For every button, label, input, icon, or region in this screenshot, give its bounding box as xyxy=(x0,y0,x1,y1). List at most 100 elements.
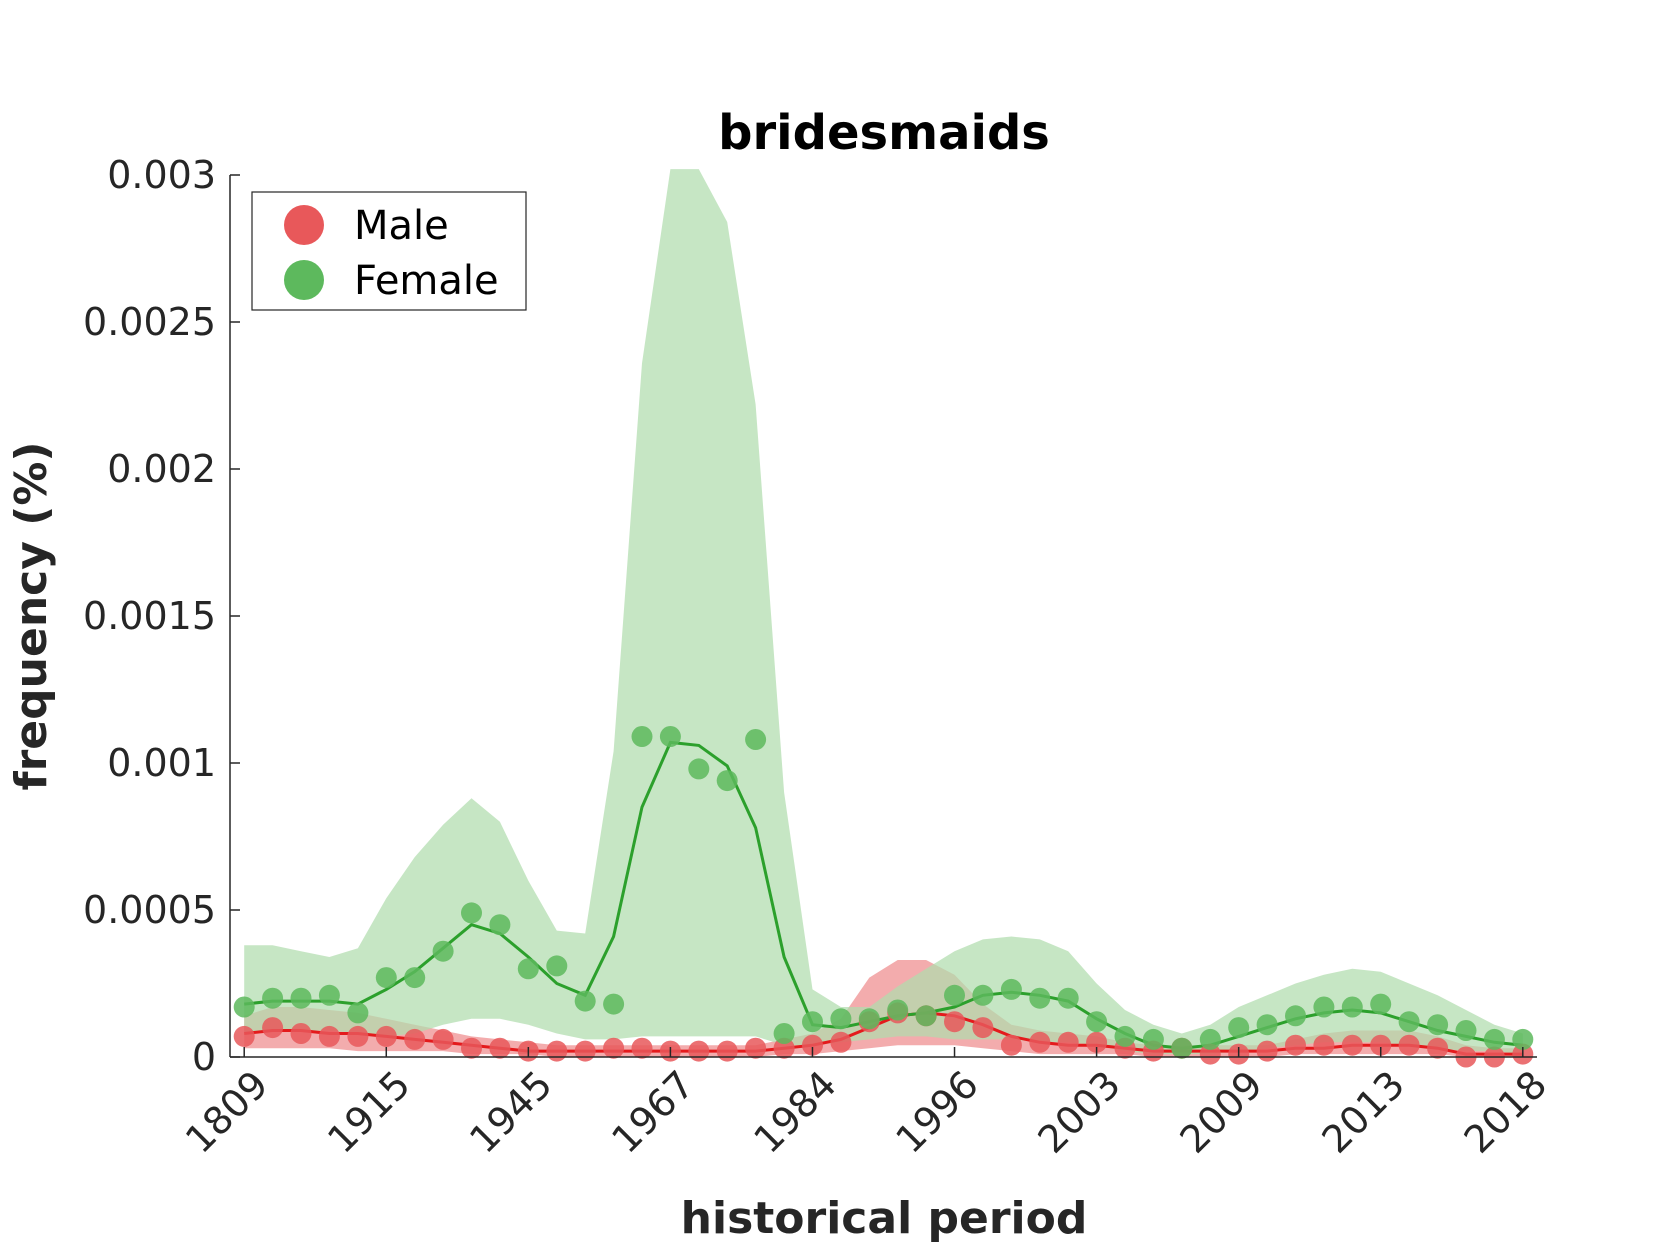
female-trend-line xyxy=(244,740,1523,1050)
male-data-point xyxy=(1086,1031,1108,1053)
female-data-point xyxy=(1199,1028,1221,1050)
male-data-point xyxy=(262,1017,284,1039)
female-data-point xyxy=(603,993,625,1015)
male-data-point xyxy=(290,1023,312,1044)
y-tick-label: 0.001 xyxy=(107,741,216,785)
male-data-point xyxy=(318,1025,340,1047)
male-data-point xyxy=(1398,1034,1420,1056)
female-data-point xyxy=(1029,987,1051,1009)
male-data-point xyxy=(716,1040,738,1062)
female-data-point xyxy=(972,984,994,1006)
female-data-point xyxy=(1512,1028,1534,1050)
female-data-point xyxy=(716,770,738,792)
female-data-point xyxy=(1142,1028,1164,1050)
female-data-point xyxy=(1086,1011,1108,1033)
male-data-point xyxy=(944,1011,965,1033)
male-data-point xyxy=(1370,1034,1392,1056)
male-data-point xyxy=(233,1025,255,1047)
legend-marker-female xyxy=(284,260,324,300)
x-axis-label: historical period xyxy=(681,1193,1088,1244)
female-data-point xyxy=(1256,1014,1278,1036)
data-points xyxy=(233,726,1534,1068)
male-data-point xyxy=(489,1037,511,1059)
male-data-point xyxy=(1313,1034,1335,1056)
female-data-point xyxy=(290,987,312,1009)
female-data-point xyxy=(802,1011,823,1033)
y-tick-label: 0.0015 xyxy=(83,594,216,638)
female-data-point xyxy=(745,729,767,750)
legend-marker-male xyxy=(284,205,324,245)
female-data-point xyxy=(830,1008,852,1030)
female-data-point xyxy=(688,758,710,780)
female-data-point xyxy=(1171,1037,1193,1059)
male-data-point xyxy=(574,1040,596,1062)
female-data-point xyxy=(1114,1025,1136,1047)
male-data-point xyxy=(688,1040,710,1062)
male-data-point xyxy=(1057,1031,1079,1053)
female-data-point xyxy=(858,1008,880,1030)
y-tick-label: 0.0025 xyxy=(83,300,216,344)
trend-lines xyxy=(244,740,1523,1056)
chart-title: bridesmaids xyxy=(718,105,1050,161)
male-data-point xyxy=(432,1028,454,1050)
male-data-point xyxy=(404,1028,426,1050)
female-data-point xyxy=(574,990,596,1012)
female-data-point xyxy=(1341,996,1363,1018)
female-data-point xyxy=(432,940,454,962)
female-data-point xyxy=(1398,1011,1420,1033)
male-data-point xyxy=(773,1037,795,1059)
female-data-point xyxy=(318,984,340,1006)
female-data-point xyxy=(347,1002,369,1024)
male-data-point xyxy=(347,1025,369,1047)
male-data-point xyxy=(1199,1043,1221,1065)
female-data-point xyxy=(631,726,653,747)
male-data-point xyxy=(1256,1040,1278,1062)
male-data-point xyxy=(830,1031,852,1053)
female-data-point xyxy=(1427,1014,1449,1036)
male-data-point xyxy=(1029,1031,1051,1053)
legend-label-male: Male xyxy=(354,203,449,249)
female-data-point xyxy=(1455,1020,1477,1041)
male-data-point xyxy=(631,1037,653,1059)
female-data-point xyxy=(915,1005,937,1027)
female-data-point xyxy=(233,996,255,1018)
female-data-point xyxy=(887,999,909,1021)
male-data-point xyxy=(1341,1034,1363,1056)
female-confidence-band xyxy=(244,169,1523,1055)
female-data-point xyxy=(1285,1005,1306,1027)
male-data-point xyxy=(802,1034,823,1056)
confidence-bands xyxy=(244,169,1523,1057)
y-ticks: 0 0.0005 0.001 0.0015 0.002 0.0025 0.003 xyxy=(83,153,240,1079)
male-data-point xyxy=(461,1037,482,1059)
male-trend-line xyxy=(244,1011,1523,1056)
female-data-point xyxy=(262,987,284,1009)
female-data-point xyxy=(944,984,965,1006)
y-axis-label: frequency (%) xyxy=(6,441,57,790)
y-tick-label: 0.002 xyxy=(107,447,216,491)
female-data-point xyxy=(1057,987,1079,1009)
female-data-point xyxy=(1370,993,1392,1015)
female-data-point xyxy=(1228,1017,1250,1039)
male-data-point xyxy=(375,1025,397,1047)
female-data-point xyxy=(659,726,681,747)
male-data-point xyxy=(1000,1034,1022,1056)
legend-label-female: Female xyxy=(354,258,499,304)
female-data-point xyxy=(546,955,568,977)
female-data-point xyxy=(375,967,397,989)
male-data-point xyxy=(972,1017,994,1039)
female-data-point xyxy=(517,958,539,980)
male-data-point xyxy=(1427,1037,1449,1059)
male-data-point xyxy=(1285,1034,1306,1056)
y-tick-label: 0 xyxy=(192,1035,216,1079)
female-data-point xyxy=(1483,1028,1505,1050)
female-data-point xyxy=(1313,996,1335,1018)
legend: Male Female xyxy=(251,191,527,311)
male-data-point xyxy=(546,1040,568,1062)
male-data-point xyxy=(603,1037,625,1059)
female-data-point xyxy=(773,1023,795,1044)
male-data-point xyxy=(745,1037,767,1059)
y-tick-label: 0.003 xyxy=(107,153,216,197)
female-data-point xyxy=(489,914,511,936)
female-data-point xyxy=(404,967,426,989)
